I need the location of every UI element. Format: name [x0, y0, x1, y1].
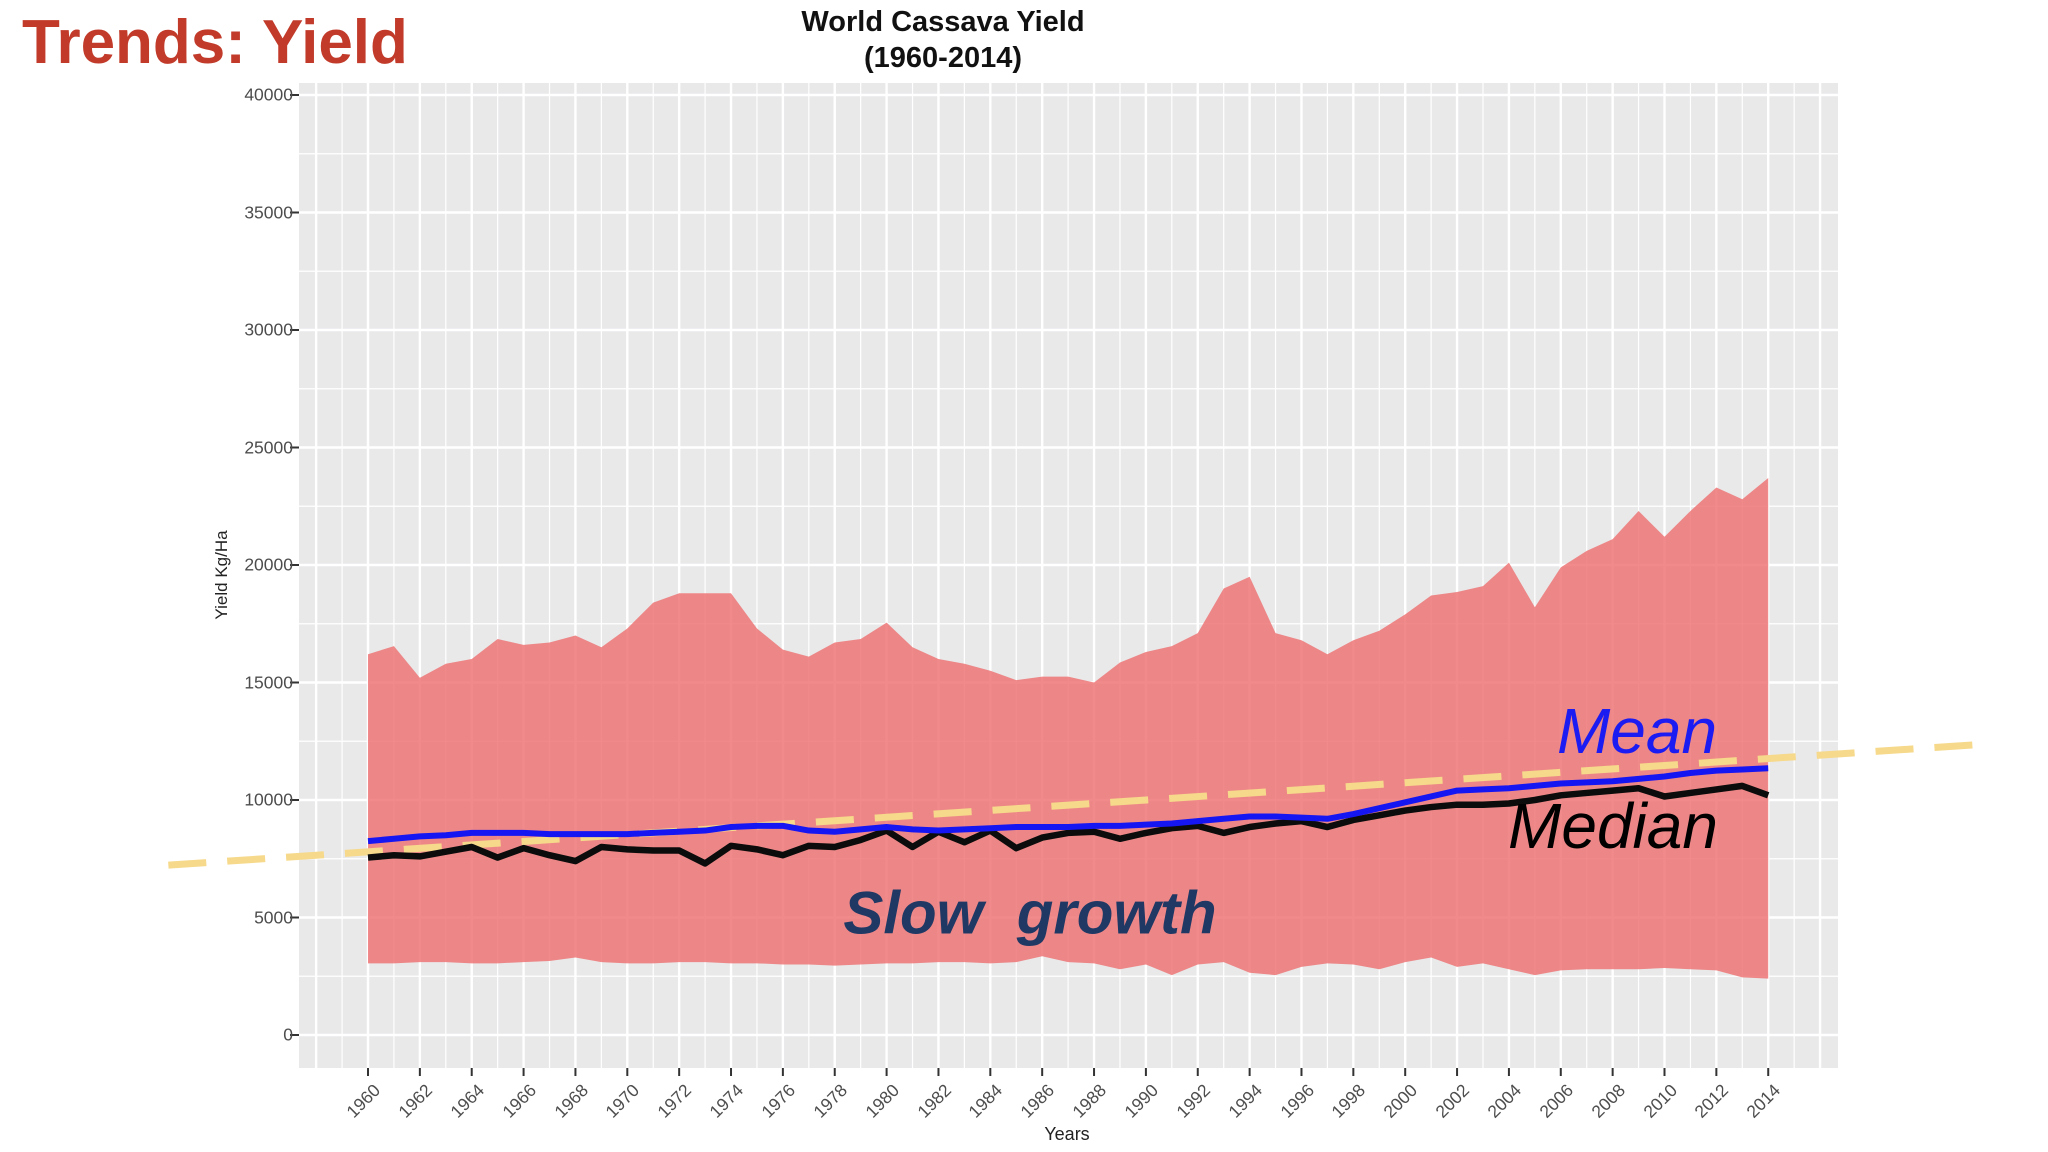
y-tick-label: 40000 [244, 84, 293, 105]
series-lines [367, 765, 1770, 867]
mean-line [367, 765, 1769, 845]
axis-tick-marks [290, 94, 1770, 1076]
chart-title-line2: (1960-2014) [864, 42, 1022, 74]
x-axis-title: Years [1044, 1124, 1090, 1144]
y-tick-label: 5000 [254, 907, 293, 927]
chart-title: World Cassava Yield (1960-2014) [801, 4, 1084, 76]
y-tick-label: 0 [283, 1024, 293, 1045]
slow-growth-annotation: Slow growth [843, 879, 1217, 947]
chart-title-line1: World Cassava Yield [801, 6, 1085, 38]
mean-annotation: Mean [1556, 695, 1718, 767]
y-tick-label: 25000 [244, 437, 293, 457]
y-tick-label: 30000 [244, 319, 293, 340]
y-tick-label: 10000 [244, 789, 293, 810]
median-line [367, 782, 1770, 867]
y-axis-title: Yield Kg/Ha [212, 530, 231, 620]
y-tick-label: 35000 [244, 202, 293, 222]
median-annotation: Median [1508, 790, 1718, 862]
y-tick-label: 20000 [244, 554, 293, 575]
slide-title: Trends: Yield [22, 8, 408, 77]
y-tick-label: 15000 [244, 672, 293, 692]
